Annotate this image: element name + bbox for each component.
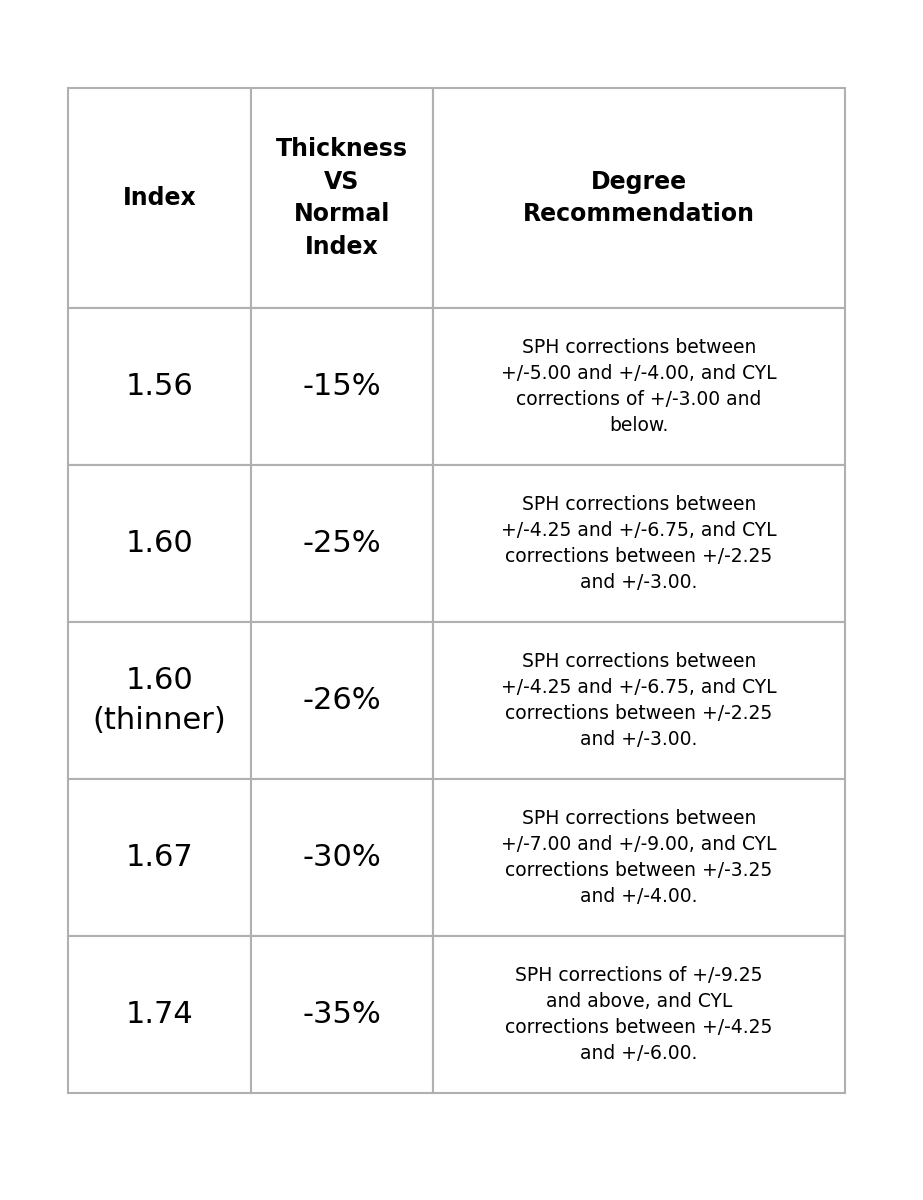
Text: Index: Index [123, 186, 197, 210]
Bar [433, 464, 845, 622]
Bar [251, 308, 433, 464]
Bar [68, 464, 251, 622]
Bar [68, 622, 251, 779]
Text: -30%: -30% [303, 842, 381, 872]
Bar [68, 88, 251, 308]
Text: -15%: -15% [303, 372, 381, 401]
Text: SPH corrections between
+/-7.00 and +/-9.00, and CYL
corrections between +/-3.25: SPH corrections between +/-7.00 and +/-9… [501, 809, 777, 906]
Text: 1.60
(thinner): 1.60 (thinner) [92, 666, 226, 734]
Bar [433, 779, 845, 936]
Text: -25%: -25% [303, 529, 381, 558]
Text: SPH corrections between
+/-4.25 and +/-6.75, and CYL
corrections between +/-2.25: SPH corrections between +/-4.25 and +/-6… [501, 653, 777, 749]
Text: -26%: -26% [303, 686, 381, 715]
Text: SPH corrections between
+/-4.25 and +/-6.75, and CYL
corrections between +/-2.25: SPH corrections between +/-4.25 and +/-6… [501, 496, 777, 592]
Text: -35%: -35% [303, 1000, 381, 1028]
Bar [251, 936, 433, 1093]
Bar [68, 779, 251, 936]
Bar [433, 622, 845, 779]
Bar [68, 308, 251, 464]
Text: Thickness
VS
Normal
Index: Thickness VS Normal Index [276, 137, 408, 259]
Text: 1.67: 1.67 [126, 842, 193, 872]
Bar [251, 622, 433, 779]
Bar [251, 88, 433, 308]
Bar [433, 936, 845, 1093]
Bar [251, 464, 433, 622]
Text: SPH corrections between
+/-5.00 and +/-4.00, and CYL
corrections of +/-3.00 and
: SPH corrections between +/-5.00 and +/-4… [501, 338, 777, 434]
Text: 1.56: 1.56 [126, 372, 193, 401]
Text: SPH corrections of +/-9.25
and above, and CYL
corrections between +/-4.25
and +/: SPH corrections of +/-9.25 and above, an… [506, 966, 773, 1063]
Bar [251, 779, 433, 936]
Bar [433, 308, 845, 464]
Bar [433, 88, 845, 308]
Text: 1.60: 1.60 [126, 529, 193, 558]
Text: Degree
Recommendation: Degree Recommendation [523, 169, 755, 227]
Bar [68, 936, 251, 1093]
Text: 1.74: 1.74 [126, 1000, 193, 1028]
